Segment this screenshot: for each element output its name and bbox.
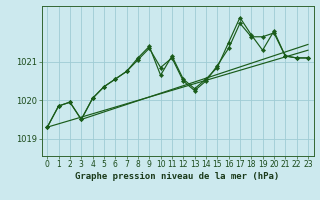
X-axis label: Graphe pression niveau de la mer (hPa): Graphe pression niveau de la mer (hPa) bbox=[76, 172, 280, 181]
